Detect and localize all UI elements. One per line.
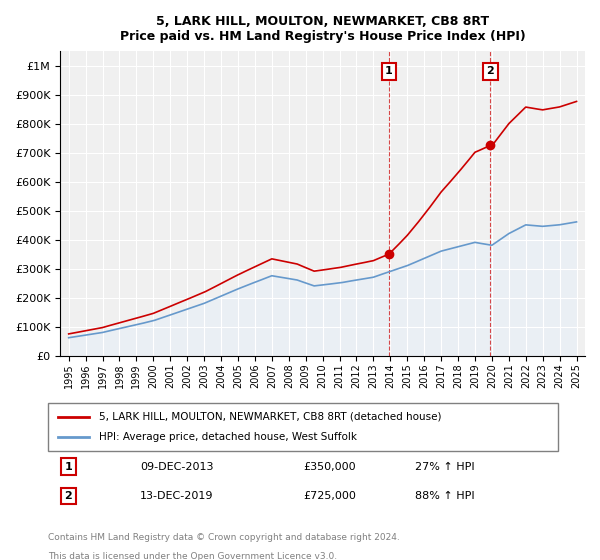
Title: 5, LARK HILL, MOULTON, NEWMARKET, CB8 8RT
Price paid vs. HM Land Registry's Hous: 5, LARK HILL, MOULTON, NEWMARKET, CB8 8R… (120, 15, 526, 43)
Text: 27% ↑ HPI: 27% ↑ HPI (415, 461, 475, 472)
Text: 5, LARK HILL, MOULTON, NEWMARKET, CB8 8RT (detached house): 5, LARK HILL, MOULTON, NEWMARKET, CB8 8R… (99, 412, 442, 422)
Text: £725,000: £725,000 (303, 491, 356, 501)
Text: 1: 1 (385, 67, 393, 76)
Text: £350,000: £350,000 (303, 461, 356, 472)
Text: 13-DEC-2019: 13-DEC-2019 (140, 491, 214, 501)
FancyBboxPatch shape (48, 403, 558, 451)
Text: 1: 1 (65, 461, 72, 472)
Text: 2: 2 (487, 67, 494, 76)
Text: 2: 2 (65, 491, 72, 501)
Text: This data is licensed under the Open Government Licence v3.0.: This data is licensed under the Open Gov… (48, 552, 337, 560)
Text: Contains HM Land Registry data © Crown copyright and database right 2024.: Contains HM Land Registry data © Crown c… (48, 533, 400, 542)
Text: HPI: Average price, detached house, West Suffolk: HPI: Average price, detached house, West… (99, 432, 357, 442)
Text: 88% ↑ HPI: 88% ↑ HPI (415, 491, 475, 501)
Text: 09-DEC-2013: 09-DEC-2013 (140, 461, 214, 472)
